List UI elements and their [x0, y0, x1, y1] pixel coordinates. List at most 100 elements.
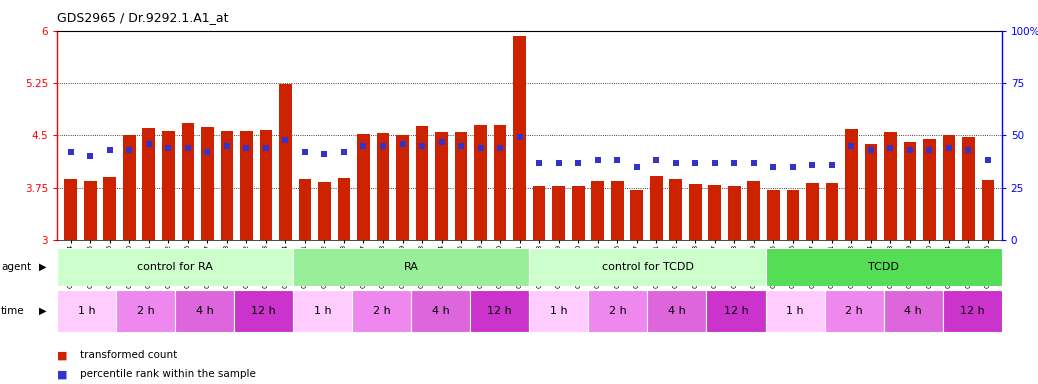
Bar [201, 127, 214, 240]
Bar [529, 290, 589, 332]
Bar [610, 181, 624, 240]
Bar [377, 133, 389, 240]
Point [492, 145, 509, 151]
Point [804, 162, 821, 168]
Text: 4 h: 4 h [432, 306, 449, 316]
Bar [943, 290, 1002, 332]
Point [863, 147, 879, 153]
Bar [904, 142, 917, 240]
Bar [709, 185, 721, 240]
Bar [883, 290, 943, 332]
Point [102, 147, 118, 153]
Text: 2 h: 2 h [373, 306, 390, 316]
Point [82, 153, 99, 159]
Point [609, 157, 626, 164]
Bar [357, 134, 370, 240]
Bar [728, 185, 741, 240]
Text: 2 h: 2 h [845, 306, 863, 316]
Bar [962, 137, 975, 240]
Bar [57, 248, 294, 286]
Bar [648, 290, 707, 332]
Point [726, 159, 742, 166]
Bar [116, 290, 175, 332]
Bar [825, 184, 839, 240]
Bar [592, 181, 604, 240]
Text: ■: ■ [57, 369, 67, 379]
Point [180, 145, 196, 151]
Text: 1 h: 1 h [78, 306, 95, 316]
Point [960, 147, 977, 153]
Text: ▶: ▶ [39, 306, 47, 316]
Bar [689, 184, 702, 240]
Point [160, 145, 176, 151]
Bar [182, 123, 194, 240]
Point [433, 139, 449, 145]
Text: 2 h: 2 h [137, 306, 155, 316]
Bar [455, 132, 467, 240]
Bar [235, 290, 294, 332]
Text: 12 h: 12 h [960, 306, 984, 316]
Text: 4 h: 4 h [668, 306, 686, 316]
Bar [415, 126, 429, 240]
Point [394, 141, 411, 147]
Text: RA: RA [404, 262, 418, 272]
Point [140, 141, 157, 147]
Bar [765, 248, 1002, 286]
Bar [572, 186, 584, 240]
Bar [707, 290, 765, 332]
Bar [220, 131, 234, 240]
Point [297, 149, 313, 155]
Point [62, 149, 79, 155]
Point [648, 157, 664, 164]
Bar [807, 184, 819, 240]
Bar [57, 290, 116, 332]
Point [745, 159, 762, 166]
Bar [474, 125, 487, 240]
Point [277, 136, 294, 142]
Bar [397, 136, 409, 240]
Point [707, 159, 723, 166]
Bar [552, 186, 565, 240]
Text: percentile rank within the sample: percentile rank within the sample [80, 369, 255, 379]
Point [512, 134, 528, 141]
Point [940, 145, 957, 151]
Bar [260, 130, 272, 240]
Point [823, 162, 840, 168]
Bar [299, 179, 311, 240]
Point [453, 143, 469, 149]
Point [765, 164, 782, 170]
Bar [630, 190, 644, 240]
Bar [175, 290, 235, 332]
Bar [529, 248, 765, 286]
Point [590, 157, 606, 164]
Point [355, 143, 372, 149]
Text: 12 h: 12 h [723, 306, 748, 316]
Text: time: time [1, 306, 25, 316]
Point [257, 145, 274, 151]
Point [199, 149, 216, 155]
Point [902, 147, 919, 153]
Bar [767, 190, 780, 240]
Bar [470, 290, 529, 332]
Text: 1 h: 1 h [786, 306, 803, 316]
Bar [650, 176, 662, 240]
Bar [84, 181, 97, 240]
Text: 1 h: 1 h [313, 306, 331, 316]
Bar [162, 131, 174, 240]
Text: control for RA: control for RA [137, 262, 213, 272]
Bar [845, 129, 857, 240]
Point [921, 147, 937, 153]
Text: GDS2965 / Dr.9292.1.A1_at: GDS2965 / Dr.9292.1.A1_at [57, 12, 228, 25]
Point [121, 147, 138, 153]
Bar [279, 84, 292, 240]
Text: ■: ■ [57, 350, 67, 360]
Text: 1 h: 1 h [550, 306, 568, 316]
Text: 2 h: 2 h [609, 306, 627, 316]
Point [667, 159, 684, 166]
Bar [943, 136, 955, 240]
Bar [435, 132, 448, 240]
Bar [923, 139, 936, 240]
Text: 4 h: 4 h [904, 306, 922, 316]
Text: 4 h: 4 h [196, 306, 214, 316]
Point [550, 159, 567, 166]
